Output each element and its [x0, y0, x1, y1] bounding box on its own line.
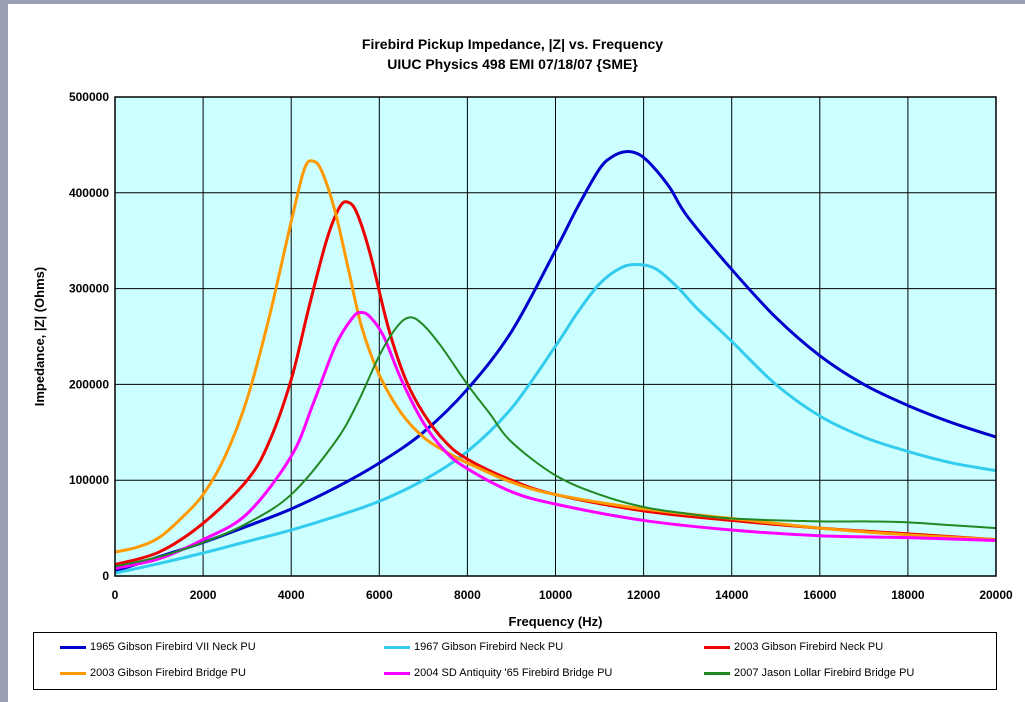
y-tick-label: 200000	[69, 377, 109, 391]
legend-item: 2004 SD Antiquity '65 Firebird Bridge PU	[384, 663, 612, 683]
tick-labels: 0 2000 4000 6000 8000 10000 12000 14000 16000 180…	[69, 90, 1013, 602]
x-axis-label: Frequency (Hz)	[509, 614, 603, 629]
window-frame-top	[0, 0, 1025, 4]
line-chart: 0 2000 4000 6000 8000 10000 12000 14000 16000 180…	[32, 90, 1013, 629]
x-tick-label: 12000	[627, 588, 661, 602]
series-group	[114, 150, 997, 575]
x-tick-label: 0	[112, 588, 119, 602]
legend-item: 2003 Gibson Firebird Neck PU	[704, 637, 883, 657]
legend-swatch	[704, 645, 730, 649]
x-tick-label: 10000	[539, 588, 573, 602]
legend-label: 1967 Gibson Firebird Neck PU	[414, 641, 564, 653]
y-tick-label: 100000	[69, 473, 109, 487]
chart-title: Firebird Pickup Impedance, |Z| vs. Frequ…	[361, 36, 664, 52]
plot-border	[114, 96, 997, 577]
legend-label: 2004 SD Antiquity '65 Firebird Bridge PU	[414, 667, 613, 679]
chart-subtitle: UIUC Physics 498 EMI 07/18/07 {SME}	[387, 56, 638, 72]
series-line-6	[114, 316, 997, 568]
legend-item: 1967 Gibson Firebird Neck PU	[384, 637, 563, 657]
x-tick-label: 18000	[891, 588, 925, 602]
x-tick-label: 6000	[366, 588, 393, 602]
legend-label: 2003 Gibson Firebird Neck PU	[734, 641, 884, 653]
legend-item: 2003 Gibson Firebird Bridge PU	[60, 663, 246, 683]
series-line-4	[114, 159, 997, 554]
series-line-3	[114, 200, 997, 566]
legend-swatch	[60, 671, 86, 675]
legend-label: 2003 Gibson Firebird Bridge PU	[90, 667, 246, 679]
legend-item: 1965 Gibson Firebird VII Neck PU	[60, 637, 256, 657]
legend-label: 1965 Gibson Firebird VII Neck PU	[90, 641, 256, 653]
legend-swatch	[384, 671, 410, 675]
gridlines	[115, 97, 996, 576]
x-tick-label: 14000	[715, 588, 749, 602]
y-axis-label: Impedance, |Z| (Ohms)	[32, 267, 47, 406]
y-tick-label: 400000	[69, 186, 109, 200]
legend-swatch	[704, 671, 730, 675]
series-line-1	[114, 150, 997, 573]
x-tick-label: 8000	[454, 588, 481, 602]
legend-label: 2007 Jason Lollar Firebird Bridge PU	[734, 667, 915, 679]
y-tick-label: 0	[102, 569, 109, 583]
legend-swatch	[384, 645, 410, 649]
x-tick-label: 2000	[190, 588, 217, 602]
x-tick-label: 20000	[979, 588, 1013, 602]
legend-item: 2007 Jason Lollar Firebird Bridge PU	[704, 663, 914, 683]
series-line-5	[114, 311, 997, 570]
x-tick-label: 4000	[278, 588, 305, 602]
legend: 1965 Gibson Firebird VII Neck PU 1967 Gib…	[33, 632, 997, 690]
y-tick-label: 500000	[69, 90, 109, 104]
series-line-2	[114, 263, 997, 575]
legend-swatch	[60, 645, 86, 649]
window-frame-left	[0, 0, 8, 702]
y-tick-label: 300000	[69, 282, 109, 296]
x-tick-label: 16000	[803, 588, 837, 602]
